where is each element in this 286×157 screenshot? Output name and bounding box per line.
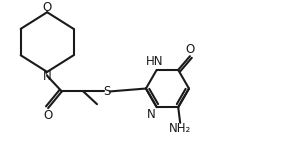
Text: O: O <box>43 1 52 14</box>
Text: O: O <box>185 43 194 56</box>
Text: S: S <box>103 85 110 98</box>
Text: O: O <box>43 109 53 122</box>
Text: HN: HN <box>146 55 164 68</box>
Text: N: N <box>146 108 155 122</box>
Text: NH₂: NH₂ <box>169 122 191 135</box>
Text: N: N <box>43 70 51 83</box>
